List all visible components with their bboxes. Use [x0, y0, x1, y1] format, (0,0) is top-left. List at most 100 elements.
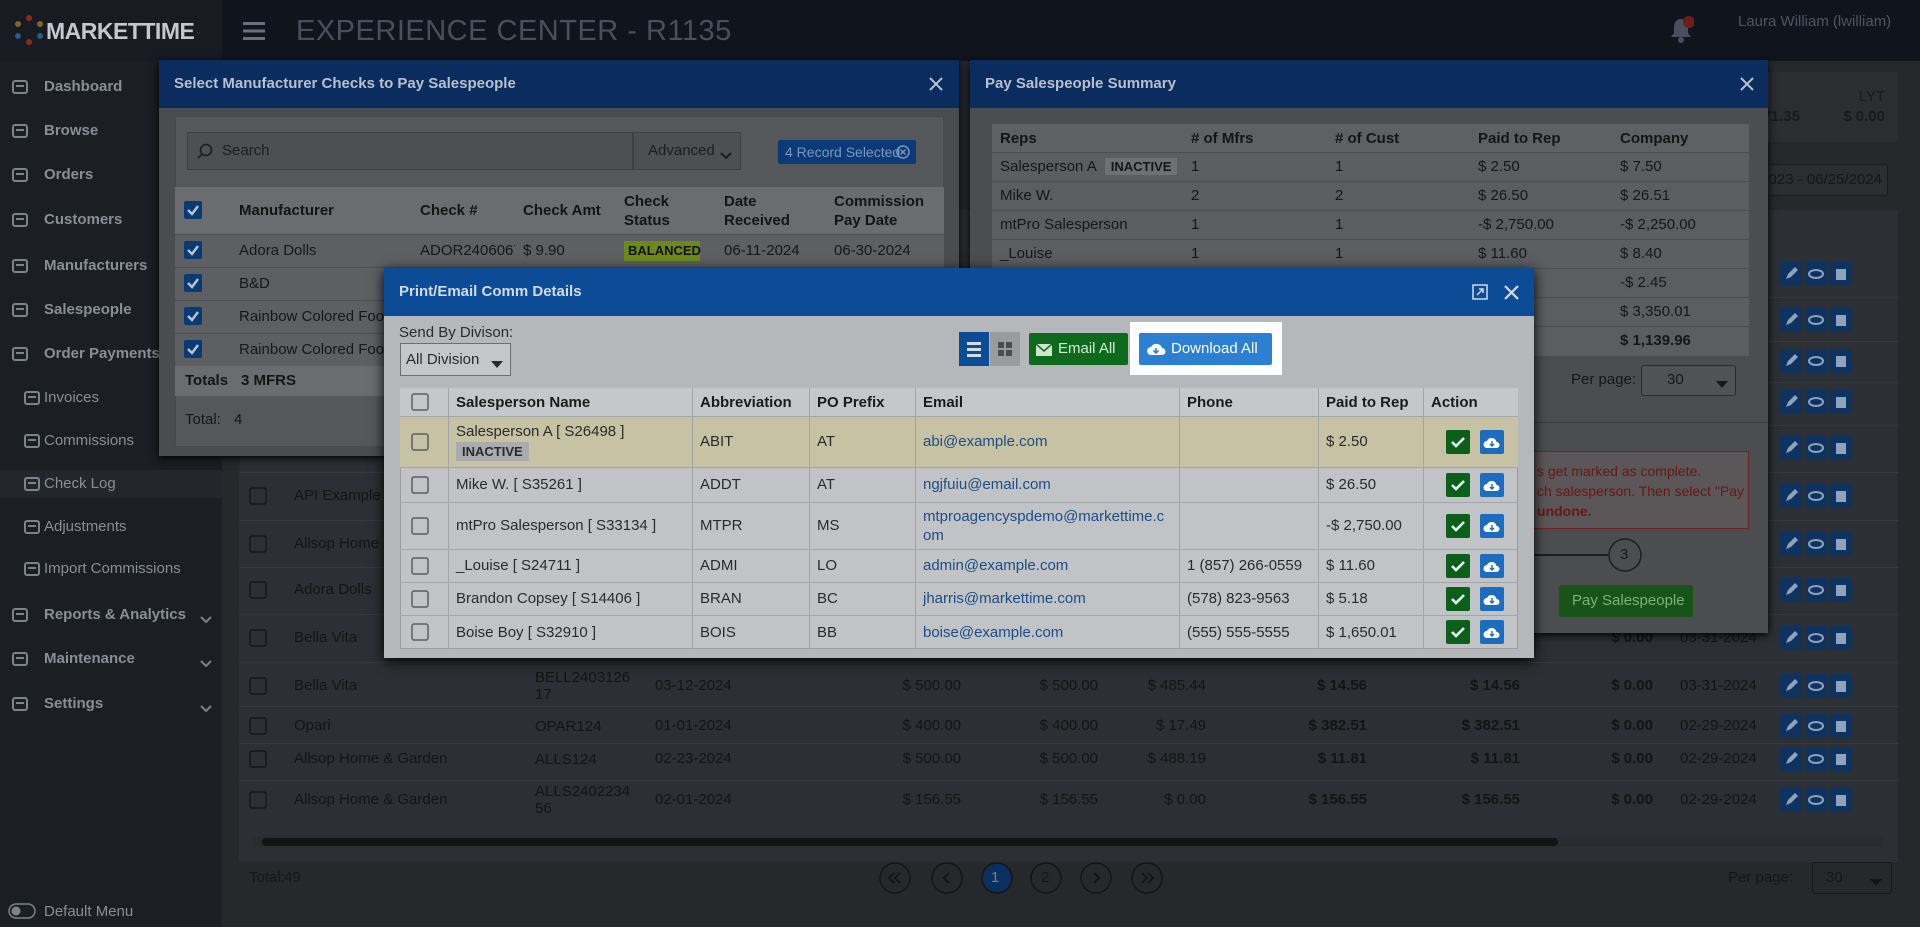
row-checkbox[interactable] [411, 475, 429, 494]
details-modal-close[interactable] [1504, 285, 1519, 300]
row-checkbox[interactable] [184, 340, 202, 358]
search-box[interactable] [187, 132, 633, 170]
menu-item[interactable]: Customers [44, 211, 123, 228]
default-menu: Default Menu [44, 903, 134, 920]
row-actions-part-part [1808, 585, 1824, 595]
mark-complete[interactable] [1446, 586, 1470, 611]
row-actions[interactable] [1780, 308, 1852, 332]
summary-cell: $ 3,350.01 [1620, 303, 1691, 320]
row-checkbox[interactable] [184, 241, 202, 259]
menu-switch[interactable] [8, 903, 36, 919]
mark-complete[interactable] [1446, 513, 1470, 538]
row-checkbox-part [249, 750, 267, 768]
download-row-part [1480, 553, 1504, 578]
select-all[interactable] [184, 201, 202, 219]
row-actions[interactable] [1780, 714, 1852, 738]
mark-complete[interactable] [1446, 429, 1470, 454]
menu-item[interactable]: Orders [44, 166, 94, 183]
rep-badge: INACTIVE [1104, 158, 1178, 175]
email-icon-part-part [1035, 343, 1053, 352]
row-actions[interactable] [1780, 484, 1852, 508]
row-checkbox[interactable] [249, 487, 267, 505]
advanced-select[interactable] [633, 132, 741, 170]
menu-item[interactable]: Reports & Analytics [44, 606, 186, 623]
row-checkbox[interactable] [249, 629, 267, 647]
row-checkbox[interactable] [184, 274, 202, 292]
row-checkbox[interactable] [249, 717, 267, 735]
checks-modal-close[interactable] [929, 77, 943, 91]
mark-complete[interactable] [1446, 553, 1470, 578]
menu-toggle[interactable] [243, 21, 265, 41]
mark-complete-part [1446, 513, 1470, 538]
row-actions[interactable] [1780, 436, 1852, 460]
page-2[interactable] [1030, 862, 1062, 894]
details-modal-expand[interactable] [1472, 284, 1488, 300]
page-current[interactable] [981, 862, 1013, 894]
menu-item[interactable]: Invoices [44, 389, 100, 406]
menu-item[interactable]: Maintenance [44, 650, 135, 667]
mark-complete[interactable] [1446, 472, 1470, 497]
row-actions[interactable] [1780, 674, 1852, 698]
row-checkbox[interactable] [411, 556, 429, 575]
row-actions[interactable] [1780, 532, 1852, 556]
page-next[interactable] [1080, 862, 1112, 894]
download-row[interactable] [1480, 553, 1504, 578]
row-checkbox[interactable] [411, 589, 429, 608]
page-number[interactable]: 2 [1041, 869, 1050, 886]
row-checkbox-part [249, 791, 267, 809]
pay-button-label[interactable]: Pay Salespeople [1572, 592, 1685, 609]
row-actions[interactable] [1780, 262, 1852, 286]
row-actions[interactable] [1780, 747, 1852, 771]
row-checkbox[interactable] [411, 432, 429, 451]
download-row[interactable] [1480, 586, 1504, 611]
menu-item[interactable]: Adjustments [44, 518, 127, 535]
row-actions[interactable] [1780, 788, 1852, 812]
page-first[interactable] [879, 862, 911, 894]
division-select[interactable] [400, 343, 511, 376]
menu-item[interactable]: Browse [44, 122, 99, 139]
pay-button[interactable] [1559, 585, 1693, 617]
list-view-part [959, 332, 989, 366]
mark-complete[interactable] [1446, 620, 1470, 644]
row-actions[interactable] [1780, 349, 1852, 373]
row-actions-part-part [1805, 788, 1827, 812]
download-row[interactable] [1480, 429, 1504, 454]
row-checkbox[interactable] [249, 677, 267, 695]
menu-item[interactable]: Settings [44, 695, 104, 712]
row-checkbox[interactable] [184, 307, 202, 325]
scroll-thumb[interactable] [262, 838, 1558, 846]
row-checkbox[interactable] [249, 581, 267, 599]
menu-item[interactable]: Commissions [44, 432, 135, 449]
notice-line: ch salesperson. Then select "Pay [1537, 483, 1745, 499]
download-row[interactable] [1480, 472, 1504, 497]
download-row[interactable] [1480, 620, 1504, 644]
notifications[interactable] [1668, 16, 1695, 44]
row-checkbox[interactable] [411, 516, 429, 535]
list-view[interactable] [959, 332, 989, 366]
email-all-label[interactable]: Email All [1058, 340, 1116, 357]
menu-item[interactable]: Check Log [44, 475, 116, 492]
row-checkbox[interactable] [249, 750, 267, 768]
row-checkbox[interactable] [249, 535, 267, 553]
menu-item[interactable]: Import Commissions [44, 560, 181, 577]
summary-modal-close[interactable] [1740, 77, 1754, 91]
row-actions[interactable] [1780, 578, 1852, 602]
menu-item[interactable]: Order Payments [44, 345, 160, 362]
menu-chevron-part-part [200, 660, 212, 668]
details-cell: BRAN [700, 590, 742, 607]
row-checkbox[interactable] [249, 791, 267, 809]
menu-item[interactable]: Dashboard [44, 78, 123, 95]
page-number[interactable]: 1 [991, 869, 1000, 886]
menu-item[interactable]: Manufacturers [44, 257, 148, 274]
download-all-label[interactable]: Download All [1171, 340, 1258, 357]
page-last[interactable] [1131, 862, 1163, 894]
select-all[interactable] [411, 393, 429, 411]
page-prev[interactable] [931, 862, 963, 894]
grid-view[interactable] [990, 332, 1020, 366]
row-actions[interactable] [1780, 626, 1852, 650]
download-row[interactable] [1480, 513, 1504, 538]
row-checkbox[interactable] [411, 623, 429, 641]
selected-badge[interactable] [778, 140, 916, 164]
menu-item[interactable]: Salespeople [44, 301, 132, 318]
row-actions[interactable] [1780, 390, 1852, 414]
